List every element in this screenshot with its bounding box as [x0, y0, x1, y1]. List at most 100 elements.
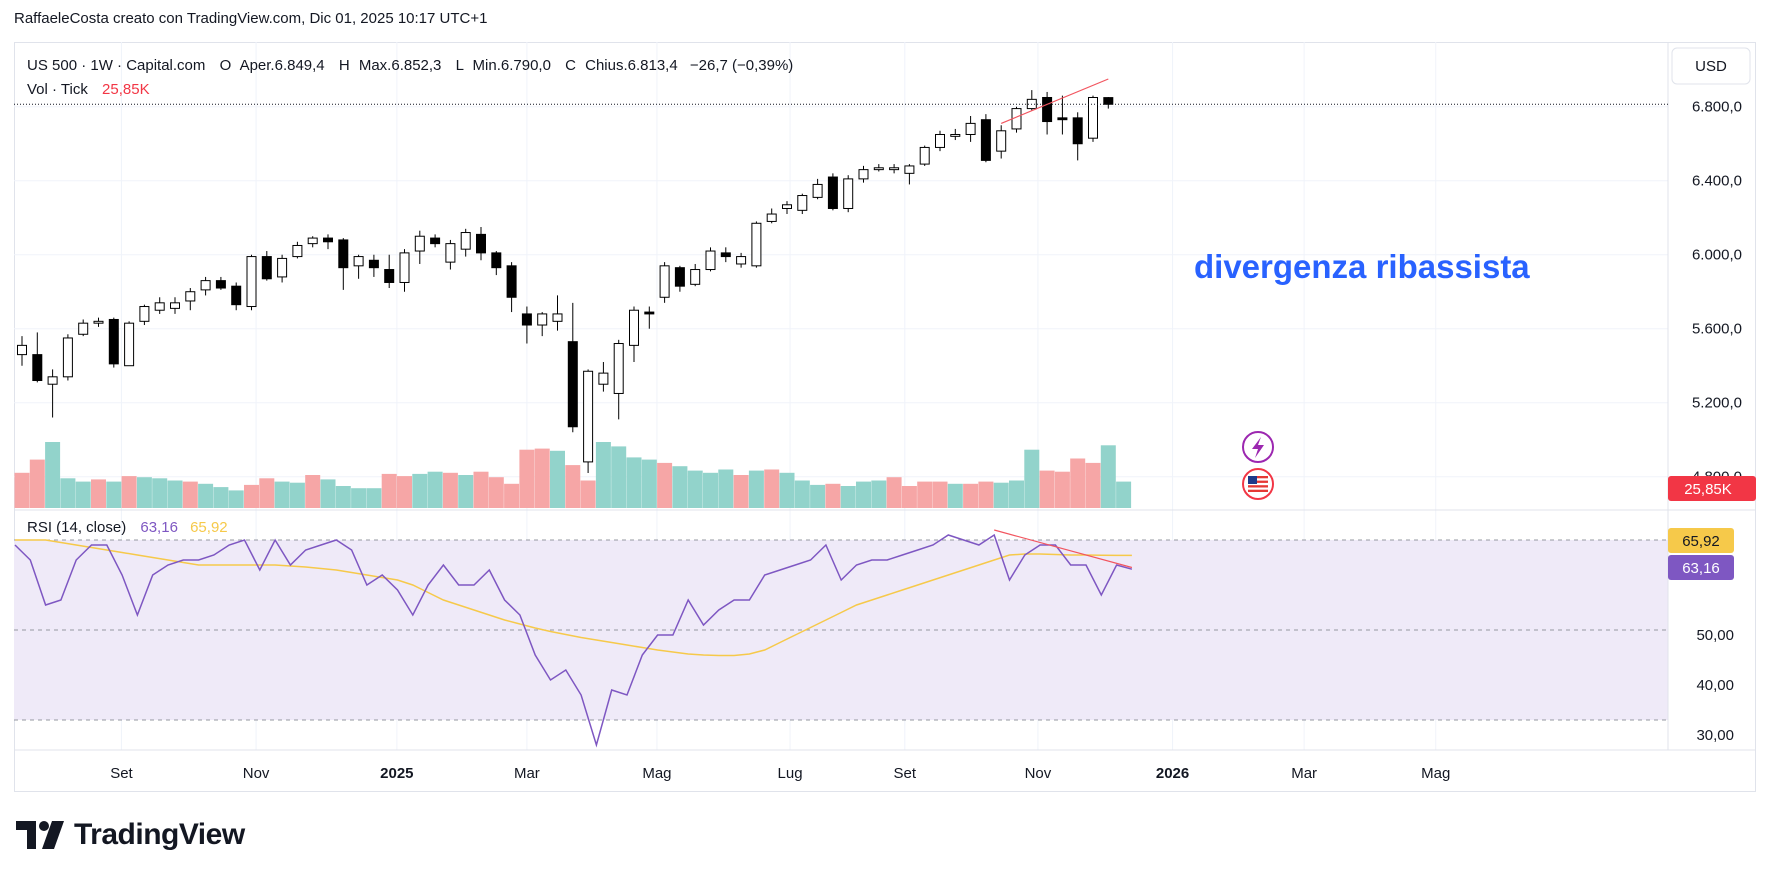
- candle[interactable]: [827, 173, 838, 211]
- candle[interactable]: [139, 304, 150, 326]
- candle[interactable]: [965, 115, 976, 142]
- candle[interactable]: [62, 334, 73, 381]
- candle[interactable]: [583, 369, 594, 474]
- candle-body: [32, 354, 43, 382]
- volume-bar: [152, 478, 168, 508]
- candle[interactable]: [812, 178, 823, 200]
- candle[interactable]: [430, 234, 441, 248]
- candle[interactable]: [537, 312, 548, 337]
- candle[interactable]: [659, 262, 670, 303]
- candle[interactable]: [904, 164, 915, 185]
- candle[interactable]: [766, 208, 777, 224]
- candle[interactable]: [1103, 97, 1114, 109]
- volume-bar: [121, 476, 137, 508]
- tradingview-logo[interactable]: TradingView: [16, 818, 245, 852]
- candle[interactable]: [17, 336, 27, 366]
- candle[interactable]: [93, 317, 104, 327]
- candle-body: [17, 344, 27, 356]
- candle[interactable]: [277, 254, 288, 283]
- candle[interactable]: [185, 288, 196, 311]
- candle[interactable]: [154, 297, 165, 314]
- candle-body: [919, 146, 930, 165]
- candle-body: [368, 259, 379, 269]
- candle-body: [139, 306, 150, 322]
- candle[interactable]: [521, 306, 532, 344]
- candle[interactable]: [705, 247, 716, 272]
- candle[interactable]: [1072, 112, 1083, 161]
- candle[interactable]: [460, 228, 471, 257]
- candle[interactable]: [1011, 106, 1022, 133]
- time-axis-label: Nov: [1025, 765, 1052, 782]
- volume-bar: [718, 469, 734, 508]
- candle[interactable]: [124, 321, 135, 367]
- candle[interactable]: [353, 254, 364, 279]
- candle[interactable]: [246, 254, 257, 311]
- candle[interactable]: [1057, 95, 1068, 135]
- volume-bar: [289, 482, 305, 508]
- candle[interactable]: [231, 282, 242, 311]
- volume-bar: [626, 457, 642, 508]
- candle[interactable]: [399, 249, 410, 292]
- candle[interactable]: [720, 247, 731, 263]
- price-axis-label: 6.800,0: [1692, 99, 1742, 116]
- candle[interactable]: [476, 226, 486, 261]
- candle[interactable]: [797, 193, 808, 215]
- candle[interactable]: [629, 306, 639, 363]
- candle[interactable]: [338, 238, 349, 290]
- candle[interactable]: [858, 165, 869, 183]
- candle[interactable]: [506, 262, 517, 313]
- candle[interactable]: [567, 302, 578, 433]
- candle[interactable]: [736, 252, 747, 268]
- candle[interactable]: [751, 221, 762, 268]
- candle-body: [812, 183, 823, 198]
- volume-bar: [856, 481, 871, 508]
- candle[interactable]: [644, 306, 655, 329]
- candle[interactable]: [935, 130, 945, 152]
- candle[interactable]: [47, 369, 58, 418]
- candle[interactable]: [996, 125, 1007, 159]
- candle[interactable]: [889, 164, 900, 174]
- candle[interactable]: [598, 362, 609, 392]
- divergence-line-rsi[interactable]: [994, 529, 1133, 569]
- candle[interactable]: [215, 276, 226, 290]
- currency-button[interactable]: [1671, 47, 1751, 85]
- candle[interactable]: [108, 317, 119, 368]
- us-flag-event-icon[interactable]: [1242, 468, 1274, 500]
- candle[interactable]: [292, 241, 303, 259]
- candle[interactable]: [873, 164, 884, 172]
- volume-bar: [825, 483, 841, 508]
- candle[interactable]: [1088, 95, 1098, 142]
- candle[interactable]: [674, 265, 685, 292]
- annotation-text[interactable]: divergenza ribassista: [1194, 248, 1530, 285]
- candle[interactable]: [445, 239, 456, 270]
- candle[interactable]: [307, 236, 318, 248]
- candle[interactable]: [170, 297, 180, 314]
- candle[interactable]: [552, 295, 563, 331]
- candle[interactable]: [690, 263, 701, 287]
- candle[interactable]: [368, 254, 379, 277]
- candle[interactable]: [980, 114, 991, 163]
- candle[interactable]: [782, 201, 792, 215]
- lightning-event-icon[interactable]: [1242, 431, 1274, 463]
- candle[interactable]: [1026, 90, 1037, 111]
- candle[interactable]: [261, 251, 272, 281]
- candle[interactable]: [414, 230, 425, 264]
- candle[interactable]: [200, 276, 211, 296]
- candle[interactable]: [843, 175, 854, 213]
- candle[interactable]: [1042, 91, 1053, 135]
- candle[interactable]: [919, 145, 930, 166]
- volume-bar: [703, 472, 718, 508]
- time-axis-label: Mag: [642, 765, 671, 782]
- candle[interactable]: [491, 251, 502, 276]
- candle-body: [338, 239, 349, 269]
- volume-bar: [136, 477, 152, 508]
- candle[interactable]: [323, 234, 333, 250]
- candle[interactable]: [78, 319, 89, 337]
- candle[interactable]: [950, 128, 961, 141]
- candle[interactable]: [613, 339, 624, 420]
- candle[interactable]: [384, 254, 395, 289]
- candle[interactable]: [32, 332, 43, 383]
- candle-body: [889, 167, 900, 171]
- divergence-line-price[interactable]: [1000, 78, 1109, 124]
